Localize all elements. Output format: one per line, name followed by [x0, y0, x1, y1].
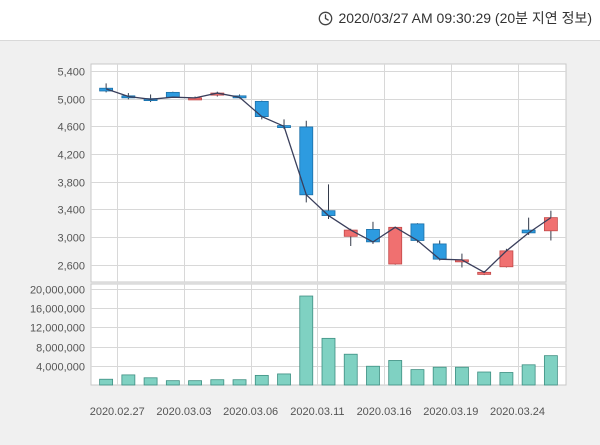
price-tick-label: 5,000 — [57, 95, 85, 107]
volume-bar — [321, 337, 336, 386]
volume-tick-label: 20,000,000 — [30, 285, 85, 297]
candle-body — [165, 91, 180, 98]
volume-bar — [432, 366, 447, 386]
price-tick-label: 3,800 — [57, 178, 85, 190]
date-tick-label: 2020.03.06 — [223, 406, 278, 418]
volume-bar — [188, 380, 202, 386]
candle-body — [388, 226, 403, 265]
close-line-path — [105, 88, 552, 274]
close-price-line — [105, 88, 552, 274]
volume-bar — [343, 353, 358, 386]
date-tick-label: 2020.03.11 — [290, 406, 344, 418]
date-tick-label: 2020.03.03 — [156, 406, 211, 418]
candle-body — [432, 243, 447, 260]
volume-bar — [455, 366, 469, 386]
volume-bar — [521, 364, 536, 386]
candle-body — [254, 100, 269, 117]
volume-bar — [299, 295, 314, 386]
date-tick-label: 2020.03.16 — [357, 406, 412, 418]
volume-bars — [99, 295, 558, 386]
timestamp: 2020/03/27 AM 09:30:29 (20분 지연 정보) — [318, 8, 592, 28]
candle-body — [299, 126, 314, 196]
price-y-axis: 2,600 3,000 3,400 3,800 4,200 4,600 5,000 5,400 — [57, 67, 85, 273]
volume-bar — [143, 377, 158, 386]
clock-icon — [319, 11, 333, 25]
volume-bar — [543, 355, 558, 386]
candle-body — [499, 250, 514, 268]
candle-body — [543, 217, 558, 232]
stock-chart-area: 2,600 3,000 3,400 3,800 4,200 4,600 5,000 5,400… — [0, 41, 600, 445]
volume-tick-label: 16,000,000 — [30, 304, 85, 316]
price-tick-label: 3,000 — [57, 233, 85, 245]
volume-bar — [388, 360, 403, 386]
volume-bar — [121, 374, 136, 386]
volume-tick-label: 4,000,000 — [36, 362, 85, 374]
stock-chart: 2,600 3,000 3,400 3,800 4,200 4,600 5,000 5,400… — [30, 63, 567, 418]
volume-tick-label: 12,000,000 — [30, 323, 85, 335]
volume-bar — [477, 371, 492, 386]
volume-tick-label: 8,000,000 — [36, 343, 85, 355]
volume-bar — [232, 379, 247, 386]
date-tick-label: 2020.02.27 — [90, 406, 145, 418]
volume-bar — [99, 378, 114, 386]
volume-bar — [210, 379, 225, 386]
price-tick-label: 5,400 — [57, 67, 85, 79]
volume-bar — [254, 374, 269, 386]
candle-body — [99, 87, 114, 92]
volume-bar — [165, 380, 180, 386]
price-tick-label: 4,200 — [57, 150, 85, 162]
price-tick-label: 2,600 — [57, 261, 85, 273]
price-tick-label: 3,400 — [57, 205, 85, 217]
price-grid — [90, 63, 567, 283]
timestamp-text: 2020/03/27 AM 09:30:29 (20분 지연 정보) — [338, 10, 592, 26]
price-plot-frame — [90, 63, 567, 283]
volume-bar — [499, 372, 514, 386]
volume-bar — [277, 373, 291, 386]
date-tick-label: 2020.03.24 — [490, 406, 545, 418]
volume-bar — [366, 365, 380, 386]
price-tick-label: 4,600 — [57, 122, 85, 134]
volume-y-axis: 4,000,000 8,000,000 12,000,000 16,000,000 20… — [30, 285, 85, 374]
date-tick-label: 2020.03.19 — [423, 406, 478, 418]
date-axis: 2020.02.27 2020.03.03 2020.03.06 2020.03.11… — [90, 406, 545, 418]
header-bar: 2020/03/27 AM 09:30:29 (20분 지연 정보) — [0, 0, 600, 41]
volume-bar — [410, 369, 425, 386]
